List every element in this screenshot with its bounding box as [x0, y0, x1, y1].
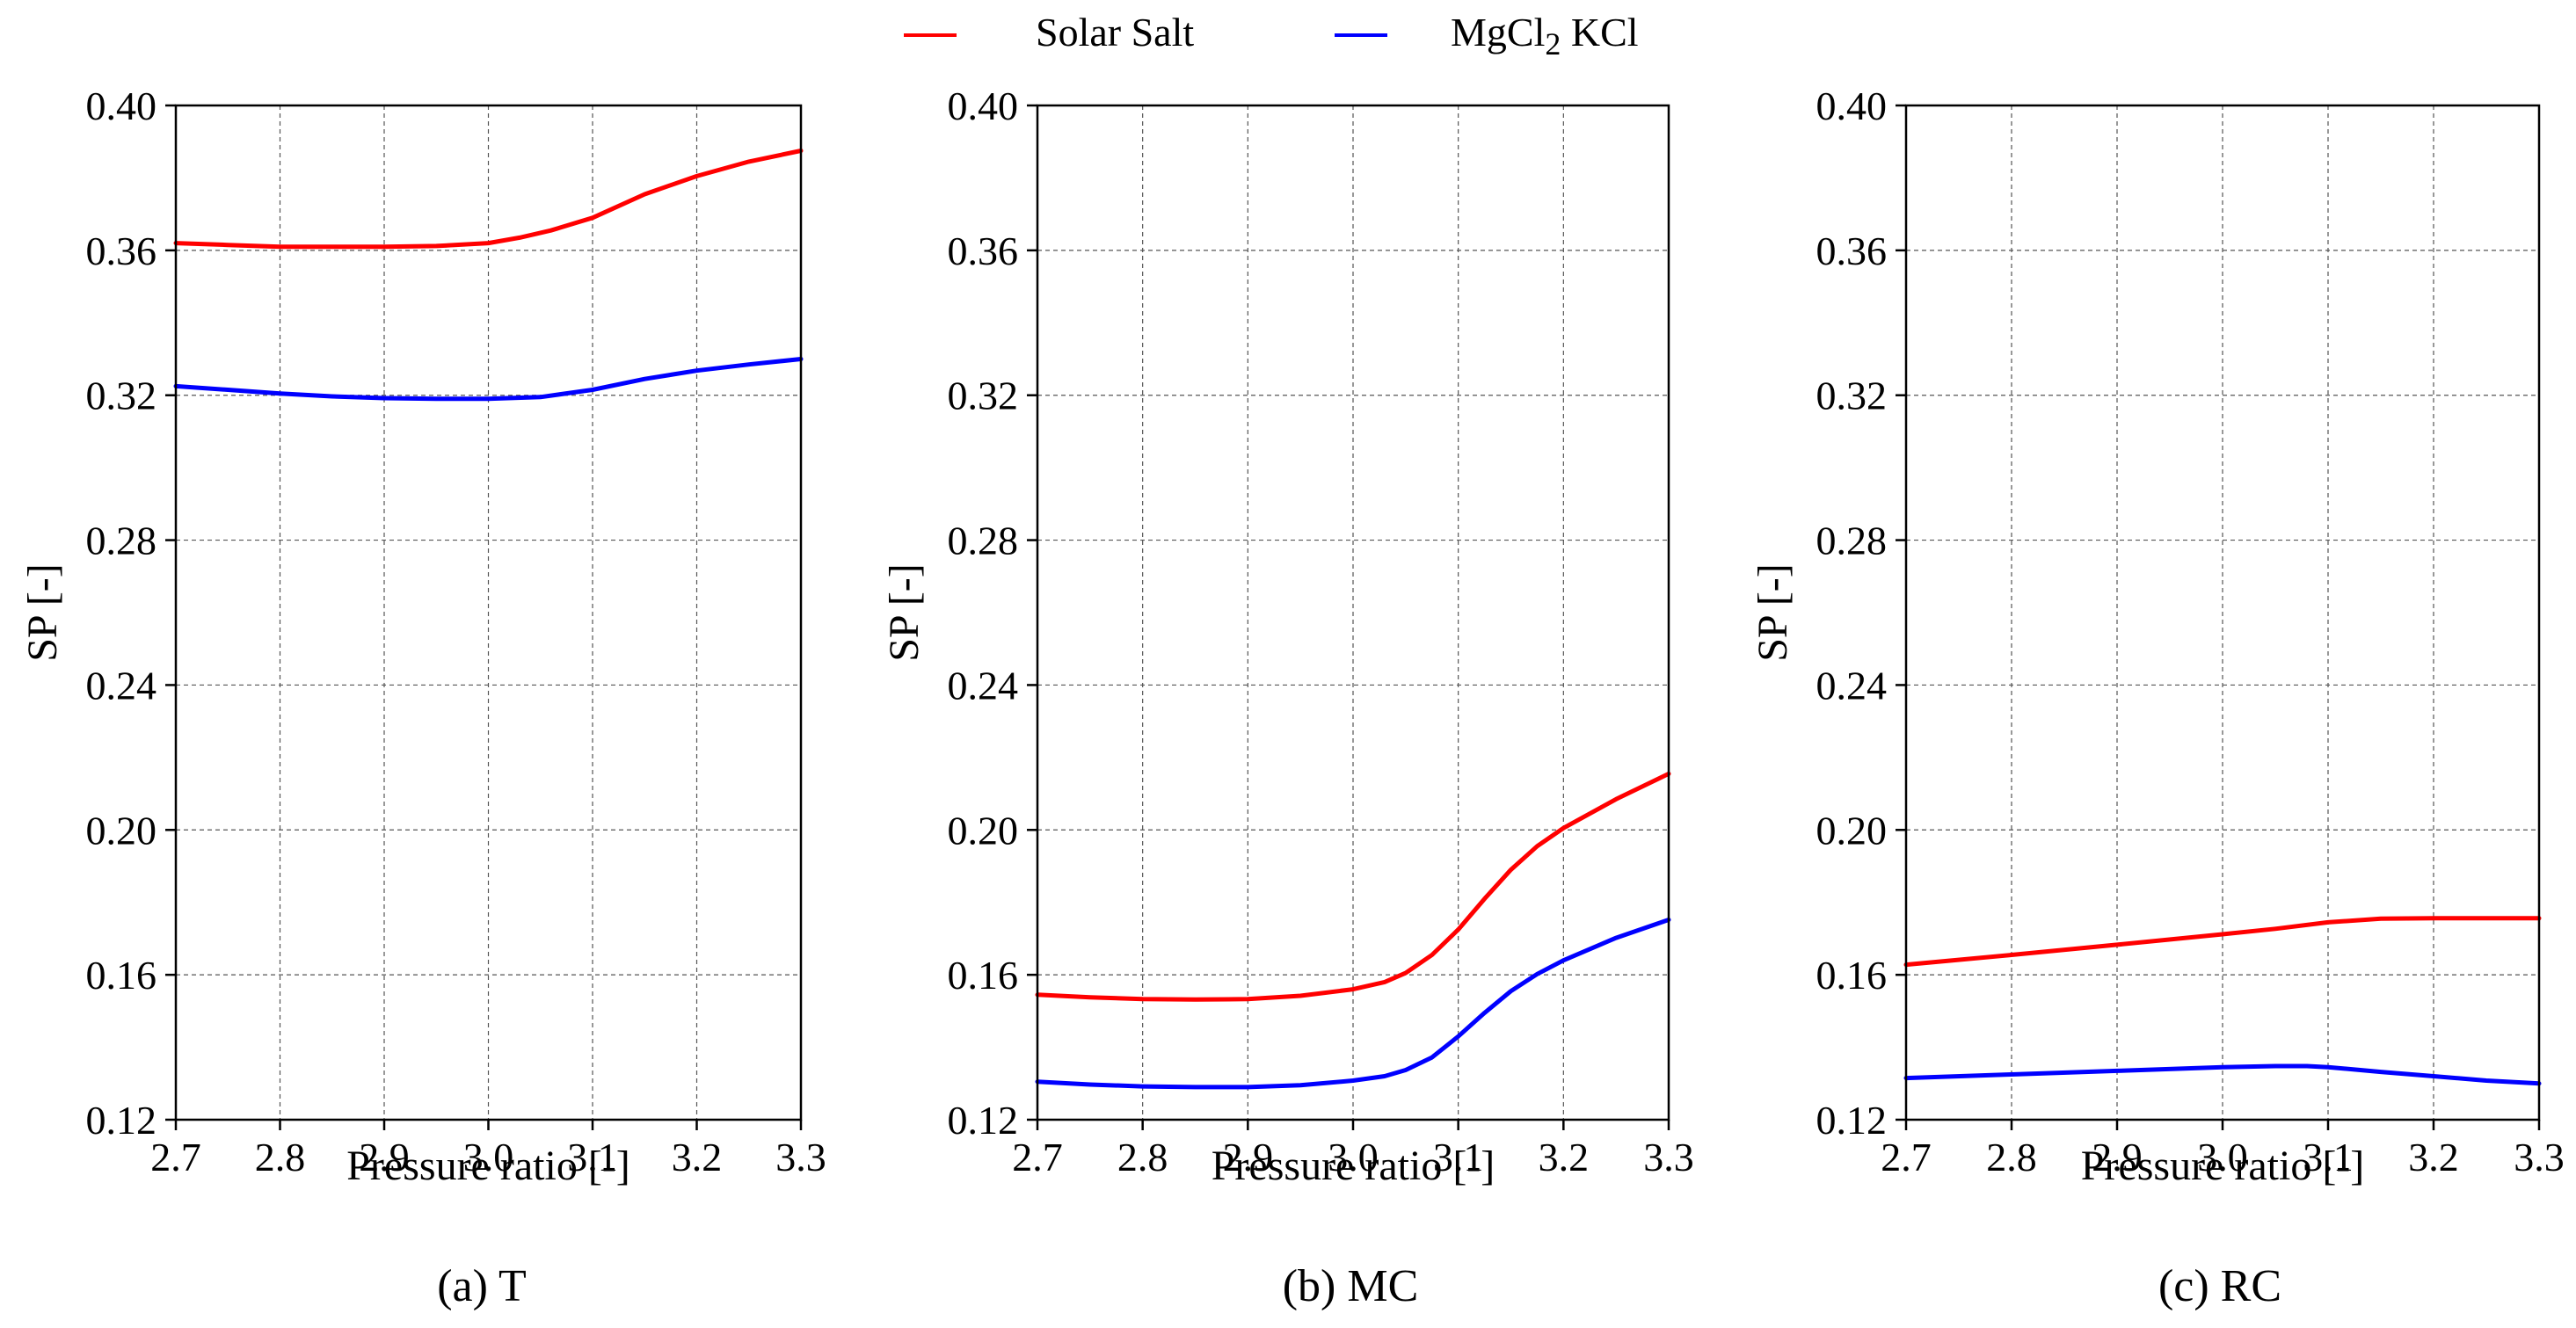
panel-c-title: (c) RC	[2158, 1261, 2281, 1311]
panel-a-ylabel: SP [-]	[19, 563, 66, 662]
panel-a-ytick-label: 0.12	[86, 1098, 157, 1143]
panel-b-xlabel: Pressure ratio [-]	[1212, 1143, 1495, 1189]
legend: Solar Salt MgCl2 KCl	[904, 10, 1639, 62]
panel-b-ytick-label: 0.36	[948, 229, 1019, 273]
panel-a-xtick-label: 2.9	[359, 1135, 410, 1179]
legend-label-mgcl2-kcl: MgCl2 KCl	[1451, 10, 1639, 62]
panel-c-ytick-label: 0.36	[1816, 229, 1888, 273]
panel-a-line-mgcl2-kcl	[173, 357, 804, 402]
panel-b-ytick-label: 0.40	[948, 83, 1019, 128]
panel-c-xtick-label: 2.9	[2092, 1135, 2143, 1179]
panel-a-xlabel: Pressure ratio [-]	[346, 1143, 630, 1189]
panel-a-xtick-label: 2.7	[150, 1135, 201, 1179]
panel-a-ytick-label: 0.36	[86, 229, 157, 273]
panel-a-xtick-label: 3.3	[775, 1135, 826, 1179]
panel-c-ytick-label: 0.12	[1816, 1098, 1888, 1143]
legend-label-solar-salt: Solar Salt	[1036, 10, 1194, 54]
panel-b-ylabel: SP [-]	[881, 563, 928, 662]
panel-a-ytick-label: 0.32	[86, 374, 157, 418]
panel-c-xtick-label: 3.0	[2197, 1135, 2248, 1179]
panel-c-line-mgcl2-kcl	[1903, 1063, 2542, 1086]
panel-a-ytick-label: 0.16	[86, 953, 157, 998]
panel-a-ytick-label: 0.24	[86, 663, 157, 708]
panel-b-title: (b) MC	[1283, 1261, 1419, 1311]
panel-a-xtick-label: 3.2	[672, 1135, 723, 1179]
panel-b-line-mgcl2-kcl	[1035, 918, 1671, 1090]
panel-a-ytick-label: 0.20	[86, 808, 157, 853]
panel-c-ytick-label: 0.20	[1816, 808, 1888, 853]
panel-b: 2.7 2.8 2.9 3.0 3.1 3.2 3.3 0.12 0.16 0.20 0.24 0.2…	[881, 83, 1694, 1189]
panel-c-xtick-label: 2.7	[1881, 1135, 1932, 1179]
panel-b-line-solar-salt	[1035, 771, 1671, 1002]
panel-c-xtick-label: 2.8	[1986, 1135, 2037, 1179]
panel-b-xtick-label: 3.1	[1433, 1135, 1484, 1179]
panel-b-ytick-label: 0.12	[948, 1098, 1019, 1143]
panel-b-ytick-label: 0.16	[948, 953, 1019, 998]
panel-c-ytick-label: 0.24	[1816, 663, 1888, 708]
panel-b-xtick-label: 3.3	[1643, 1135, 1694, 1179]
panel-c-ytick-label: 0.28	[1816, 519, 1888, 563]
panel-c: 2.7 2.8 2.9 3.0 3.1 3.2 3.3 0.12 0.16 0.20 0.24 0.2…	[1750, 83, 2565, 1189]
panel-a-xtick-label: 3.1	[567, 1135, 618, 1179]
panel-c-ytick-label: 0.40	[1816, 83, 1888, 128]
panel-c-ylabel: SP [-]	[1750, 563, 1796, 662]
panel-b-ytick-label: 0.24	[948, 663, 1019, 708]
panel-b-xtick-label: 3.2	[1539, 1135, 1590, 1179]
panel-a: 2.7 2.8 2.9 3.0 3.1 3.2 3.3 0.12 0.16 0.20 0.24 0.2…	[19, 83, 826, 1189]
panel-a-title: (a) T	[437, 1261, 527, 1311]
panel-c-ytick-label: 0.32	[1816, 374, 1888, 418]
panel-c-xtick-label: 3.1	[2303, 1135, 2354, 1179]
panel-c-line-solar-salt	[1903, 916, 2542, 968]
panel-c-xtick-label: 3.2	[2408, 1135, 2459, 1179]
panel-b-xtick-label: 2.9	[1223, 1135, 1274, 1179]
panel-c-xlabel: Pressure ratio [-]	[2081, 1143, 2365, 1189]
panel-a-ytick-label: 0.40	[86, 83, 157, 128]
panel-a-xtick-label: 2.8	[255, 1135, 306, 1179]
panel-b-xtick-label: 3.0	[1328, 1135, 1379, 1179]
panel-b-xtick-label: 2.8	[1117, 1135, 1168, 1179]
panel-a-xtick-label: 3.0	[463, 1135, 514, 1179]
panel-b-xtick-label: 2.7	[1012, 1135, 1063, 1179]
panel-b-ytick-label: 0.28	[948, 519, 1019, 563]
panel-a-line-solar-salt	[173, 149, 804, 250]
panel-b-ytick-label: 0.32	[948, 374, 1019, 418]
panel-a-ytick-label: 0.28	[86, 519, 157, 563]
panel-c-xtick-label: 3.3	[2514, 1135, 2565, 1179]
panel-c-ytick-label: 0.16	[1816, 953, 1888, 998]
panel-b-ytick-label: 0.20	[948, 808, 1019, 853]
